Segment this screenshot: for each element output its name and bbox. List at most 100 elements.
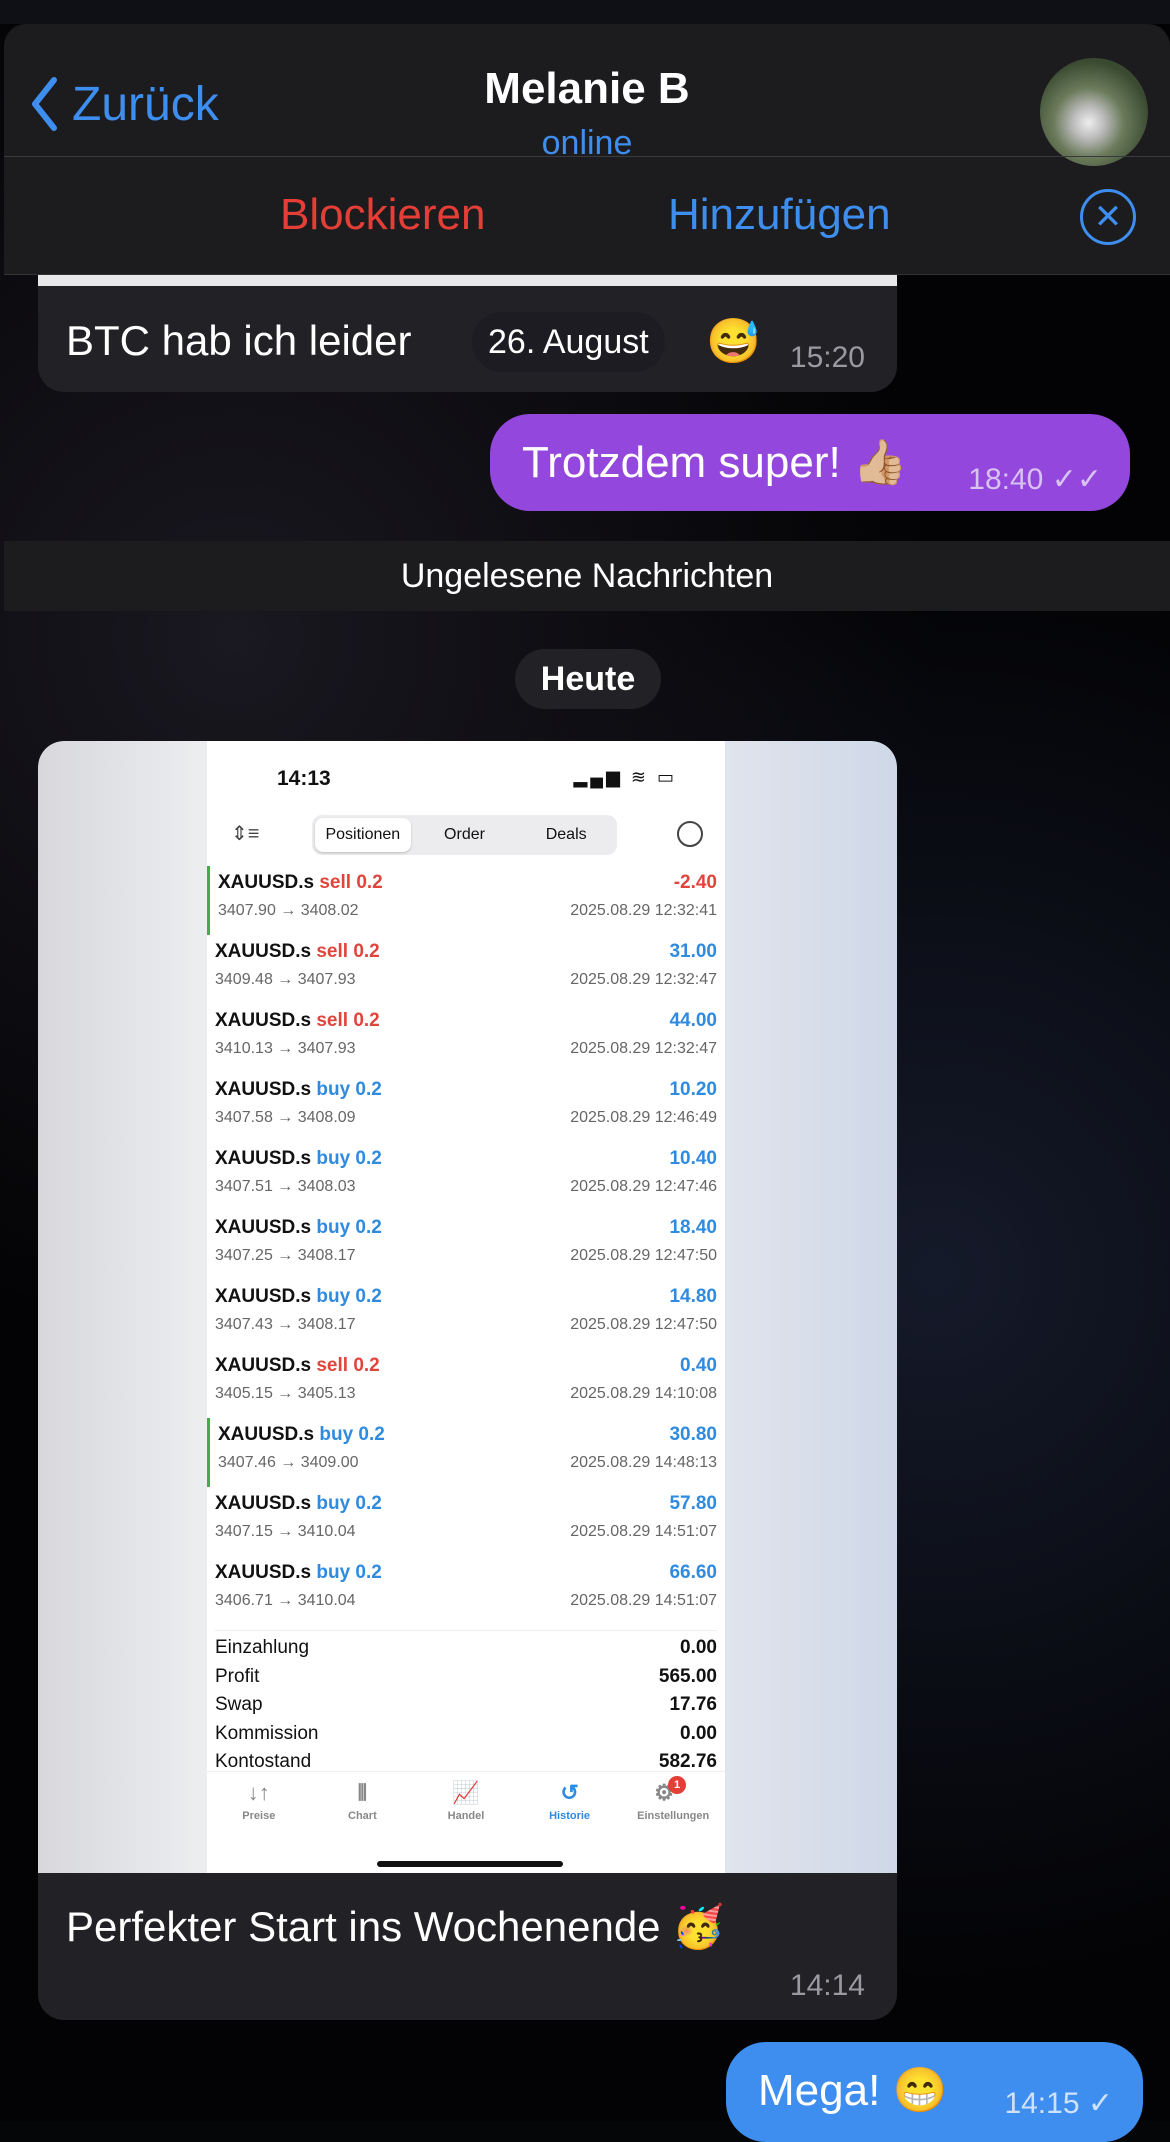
trade-profit: 31.00 bbox=[669, 941, 717, 962]
symbol: XAUUSD.s bbox=[215, 1010, 312, 1031]
trade-prices: 3407.51 → 3408.03 bbox=[215, 1178, 356, 1195]
trade-prices: 3407.58 → 3408.09 bbox=[215, 1109, 356, 1126]
signal-wifi-battery-icon: ▂▄▆ ≋ ▭ bbox=[573, 767, 677, 787]
symbol: XAUUSD.s bbox=[215, 1562, 312, 1583]
status-bar bbox=[0, 0, 1170, 24]
trade-profit: 66.60 bbox=[669, 1562, 717, 1583]
account-summary: Einzahlung 0.00 Profit 565.00 Swap 17.76 Kommi… bbox=[215, 1630, 717, 1780]
trade-date: 2025.08.29 12:32:41 bbox=[570, 902, 717, 919]
trade-side: sell 0.2 bbox=[316, 941, 380, 962]
trade-row: XAUUSD.s buy 0.2 57.80 3407.15 → 3410.04 20… bbox=[207, 1487, 725, 1556]
summary-label: Kommission bbox=[215, 1722, 319, 1744]
symbol: XAUUSD.s bbox=[215, 1217, 312, 1238]
trade-side: sell 0.2 bbox=[316, 1355, 380, 1376]
trade-row: XAUUSD.s sell 0.2 0.40 3405.15 → 3405.13 20… bbox=[207, 1349, 725, 1418]
symbol: XAUUSD.s bbox=[215, 1493, 312, 1514]
trade-row: XAUUSD.s sell 0.2 31.00 3409.48 → 3407.93 2… bbox=[207, 935, 725, 1004]
nav-item-einstellungen: ⚙1 Einstellungen bbox=[621, 1776, 725, 1822]
summary-line: Swap 17.76 bbox=[215, 1694, 717, 1723]
trade-row: XAUUSD.s sell 0.2 -2.40 3407.90 → 3408.02 2… bbox=[207, 866, 725, 935]
nav-item-handel: 📈 Handel bbox=[414, 1780, 518, 1822]
symbol: XAUUSD.s bbox=[215, 1148, 312, 1169]
tab-positionen: Positionen bbox=[315, 818, 411, 852]
image-remnant bbox=[38, 275, 897, 286]
trade-prices: 3407.90 → 3408.02 bbox=[218, 902, 359, 919]
read-checks-icon: ✓✓ bbox=[1051, 463, 1102, 496]
trade-row: XAUUSD.s buy 0.2 30.80 3407.46 → 3409.00 20… bbox=[207, 1418, 725, 1487]
trade-prices: 3407.46 → 3409.00 bbox=[218, 1454, 359, 1471]
trade-prices: 3409.48 → 3407.93 bbox=[215, 971, 356, 988]
nav-label: Preise bbox=[242, 1810, 276, 1822]
trade-date: 2025.08.29 12:46:49 bbox=[570, 1109, 717, 1126]
chevron-left-icon bbox=[32, 77, 57, 131]
block-button[interactable]: Blockieren bbox=[280, 190, 486, 239]
close-icon[interactable]: ✕ bbox=[1080, 189, 1136, 245]
trade-row: XAUUSD.s buy 0.2 10.20 3407.58 → 3408.09 20… bbox=[207, 1073, 725, 1142]
nav-label: Einstellungen bbox=[637, 1810, 710, 1822]
trade-row: XAUUSD.s buy 0.2 14.80 3407.43 → 3408.17 20… bbox=[207, 1280, 725, 1349]
summary-value: 565.00 bbox=[658, 1665, 717, 1687]
trade-date: 2025.08.29 12:47:50 bbox=[570, 1247, 717, 1264]
trade-prices: 3407.43 → 3408.17 bbox=[215, 1316, 356, 1333]
trade-row: XAUUSD.s buy 0.2 18.40 3407.25 → 3408.17 20… bbox=[207, 1211, 725, 1280]
symbol: XAUUSD.s bbox=[215, 1355, 312, 1376]
tab-deals: Deals bbox=[545, 826, 587, 843]
unread-divider: Ungelesene Nachrichten bbox=[4, 541, 1170, 611]
trade-date: 2025.08.29 12:32:47 bbox=[570, 971, 717, 988]
symbol: XAUUSD.s bbox=[218, 1424, 315, 1445]
preise-icon: ↓↑ bbox=[247, 1780, 270, 1805]
image-caption: Perfekter Start ins Wochenende 🥳 bbox=[66, 1903, 725, 1950]
back-button[interactable]: Zurück bbox=[30, 76, 219, 132]
tab-order: Order bbox=[444, 826, 485, 843]
message-time: 14:14 bbox=[789, 1969, 865, 2002]
trade-prices: 3407.25 → 3408.17 bbox=[215, 1247, 356, 1264]
historie-icon: ↺ bbox=[560, 1780, 579, 1805]
summary-label: Profit bbox=[215, 1665, 260, 1687]
nav-label: Handel bbox=[447, 1810, 485, 1822]
summary-value: 0.00 bbox=[680, 1722, 717, 1744]
sort-icon: ⇕≡ bbox=[231, 823, 260, 845]
add-contact-button[interactable]: Hinzufügen bbox=[668, 190, 891, 239]
trade-prices: 3410.13 → 3407.93 bbox=[215, 1040, 356, 1057]
outgoing-message[interactable]: Trotzdem super! 👍🏼 18:40 ✓✓ bbox=[490, 414, 1130, 511]
trade-side: buy 0.2 bbox=[316, 1148, 382, 1169]
incoming-message[interactable]: BTC hab ich leider 😅 15:20 bbox=[38, 275, 897, 392]
summary-line: Profit 565.00 bbox=[215, 1666, 717, 1695]
symbol: XAUUSD.s bbox=[215, 1079, 312, 1100]
nav-item-preise: ↓↑ Preise bbox=[207, 1780, 311, 1822]
trading-app-screenshot: 14:13 ▂▄▆ ≋ ▭ ⇕≡ Positionen Order Deals … bbox=[207, 741, 725, 1873]
contact-name[interactable]: Melanie B bbox=[484, 64, 690, 113]
trade-row: XAUUSD.s sell 0.2 44.00 3410.13 → 3407.93 2… bbox=[207, 1004, 725, 1073]
sent-check-icon: ✓ bbox=[1087, 2087, 1113, 2120]
trade-side: buy 0.2 bbox=[316, 1286, 382, 1307]
trade-side: buy 0.2 bbox=[319, 1424, 385, 1445]
symbol: XAUUSD.s bbox=[215, 941, 312, 962]
trade-profit: 44.00 bbox=[669, 1010, 717, 1031]
outgoing-message[interactable]: Mega! 😁 14:15 ✓ bbox=[726, 2042, 1143, 2142]
trade-profit: 57.80 bbox=[669, 1493, 717, 1514]
summary-line: Einzahlung 0.00 bbox=[215, 1637, 717, 1666]
trade-list: XAUUSD.s sell 0.2 -2.40 3407.90 → 3408.02 2… bbox=[207, 866, 725, 1625]
trade-date: 2025.08.29 14:48:13 bbox=[570, 1454, 717, 1471]
message-text: Trotzdem super! 👍🏼 bbox=[522, 438, 908, 487]
trade-side: sell 0.2 bbox=[319, 872, 383, 893]
phone-time: 14:13 bbox=[277, 767, 331, 790]
contact-status: online bbox=[541, 124, 633, 162]
chart-icon: ⫴ bbox=[357, 1780, 368, 1805]
trade-side: buy 0.2 bbox=[316, 1079, 382, 1100]
summary-label: Kontostand bbox=[215, 1751, 312, 1772]
screenshot-image[interactable]: 14:13 ▂▄▆ ≋ ▭ ⇕≡ Positionen Order Deals … bbox=[38, 741, 897, 1873]
symbol: XAUUSD.s bbox=[218, 872, 315, 893]
trade-profit: 10.20 bbox=[669, 1079, 717, 1100]
symbol: XAUUSD.s bbox=[215, 1286, 312, 1307]
nav-label: Historie bbox=[549, 1810, 591, 1822]
summary-label: Einzahlung bbox=[215, 1637, 310, 1658]
trade-prices: 3405.15 → 3405.13 bbox=[215, 1385, 356, 1402]
summary-line: Kontostand 582.76 bbox=[215, 1751, 717, 1780]
avatar[interactable] bbox=[1040, 58, 1148, 166]
image-message[interactable]: 14:13 ▂▄▆ ≋ ▭ ⇕≡ Positionen Order Deals … bbox=[38, 741, 897, 2020]
divider bbox=[4, 156, 1170, 157]
trade-side: buy 0.2 bbox=[316, 1562, 382, 1583]
summary-value: 582.76 bbox=[658, 1751, 717, 1772]
trade-side: buy 0.2 bbox=[316, 1493, 382, 1514]
